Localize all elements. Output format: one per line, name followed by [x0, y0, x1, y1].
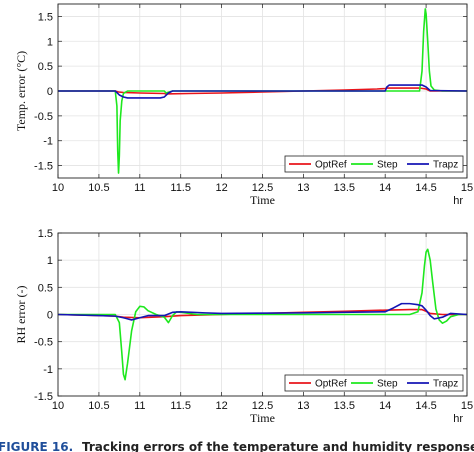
rh-error-chart: 10 10.5 11 11.5 12 12.5 13 13.5 14 14.5 151.510.50… [14, 228, 473, 425]
x-tick-label: 15 [461, 182, 473, 194]
x-tick-label: 14 [379, 400, 391, 412]
caption-label: FIGURE 16. [0, 440, 73, 452]
y-tick-label: 0.5 [38, 282, 53, 294]
x-axis-label: Time [250, 411, 275, 425]
x-tick-label: 13 [297, 182, 309, 194]
x-axis-unit: hr [453, 413, 463, 425]
y-axis-label: Temp. error (°C) [14, 51, 28, 131]
x-tick-label: 13 [297, 400, 309, 412]
y-tick-label: 0 [47, 310, 53, 322]
caption-text: Tracking errors of the temperature and h… [82, 440, 474, 452]
y-tick-label: -0.5 [34, 111, 53, 123]
x-tick-label: 13.5 [334, 400, 355, 412]
legend: OptRef Step Trapz [284, 155, 464, 173]
legend-box [284, 155, 464, 173]
x-tick-label: 12 [215, 400, 227, 412]
x-tick-label: 11.5 [170, 400, 191, 412]
x-tick-label: 13.5 [334, 182, 355, 194]
y-tick-label: -1 [43, 136, 53, 148]
plot-frame [57, 3, 468, 179]
x-tick-label: 10 [52, 182, 64, 194]
y-tick-label: -1 [43, 364, 53, 376]
y-tick-label: 1.5 [38, 11, 53, 23]
x-tick-label: 12.5 [252, 182, 273, 194]
x-axis-label: Time [250, 193, 275, 207]
y-axis-label: RH error (-) [14, 286, 28, 344]
x-tick-label: 14.5 [415, 182, 436, 194]
x-tick-label: 14.5 [415, 400, 436, 412]
y-tick-label: -1.5 [34, 391, 53, 403]
x-tick-label: 10 [52, 400, 64, 412]
series-line-trapz [57, 302, 468, 321]
legend-label-optref: OptRef [315, 379, 347, 390]
y-tick-label: 1 [47, 36, 53, 48]
y-tick-label: 1.5 [38, 228, 53, 240]
y-tick-label: 1 [47, 255, 53, 267]
temperature-error-chart: 10 10.5 11 11.5 12 12.5 13 13.5 14 14.5 151.510.50… [14, 3, 473, 207]
x-tick-label: 10.5 [88, 400, 109, 412]
y-tick-label: -0.5 [34, 337, 53, 349]
legend-box [284, 374, 464, 392]
x-axis-unit: hr [453, 195, 463, 207]
y-tick-label: -1.5 [34, 161, 53, 173]
legend-label-step: Step [377, 379, 398, 390]
x-tick-label: 15 [461, 400, 473, 412]
x-tick-label: 12 [215, 182, 227, 194]
legend: OptRef Step Trapz [284, 374, 464, 392]
legend-label-trapz: Trapz [433, 160, 458, 171]
plot-frame [57, 232, 468, 397]
series-line-trapz [58, 84, 468, 99]
x-tick-label: 10.5 [88, 182, 109, 194]
legend-label-step: Step [377, 160, 398, 171]
x-tick-label: 12.5 [252, 400, 273, 412]
legend-label-optref: OptRef [315, 160, 347, 171]
x-tick-label: 14 [379, 182, 391, 194]
x-tick-label: 11 [134, 182, 145, 194]
x-tick-label: 11 [134, 400, 145, 412]
x-tick-label: 11.5 [170, 182, 191, 194]
y-tick-label: 0.5 [38, 61, 53, 73]
y-tick-label: 0 [47, 86, 53, 98]
legend-label-trapz: Trapz [433, 379, 458, 390]
figure-caption: FIGURE 16. Tracking errors of the temper… [0, 440, 474, 452]
